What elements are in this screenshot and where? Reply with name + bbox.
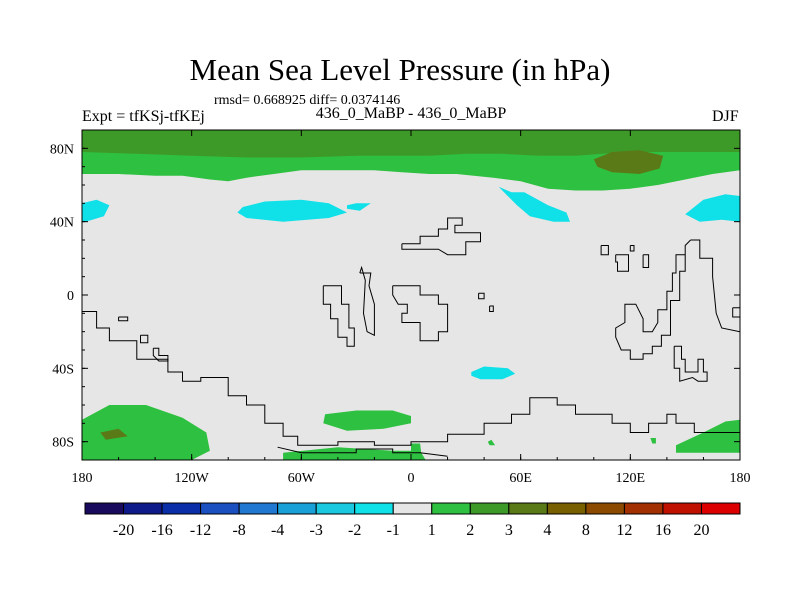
coastline-7 [359,265,375,337]
colorbar-swatch [200,502,240,515]
contour-south-pacific-high [82,405,210,460]
contour-arctic-high [82,130,740,158]
contour-south-pacific-core [100,428,128,440]
coastline-10 [489,305,494,312]
coastline-13 [629,245,635,252]
colorbar-label: 16 [655,522,671,539]
x-tick-label: 0 [408,471,415,486]
colorbar-swatch [392,502,433,515]
contour-pacific-low-west [685,194,740,222]
chart-title: Mean Sea Level Pressure (in hPa) [189,52,611,87]
colorbar-swatch [508,502,548,515]
coastline-5 [152,347,169,362]
x-tick-label: 180 [72,471,93,486]
colorbar-swatch [546,502,587,515]
coastline-4 [140,334,149,344]
contour-atlantic-low [237,199,347,222]
contour-siberian-max [593,150,664,174]
colorbar-swatch [84,502,125,515]
colorbar-swatch [469,502,510,515]
contour-atlantic-low-tail [347,203,371,211]
x-tick-label: 120W [175,471,210,486]
coastline-2 [277,446,448,457]
colorbar-label: -4 [271,522,284,539]
runs-label: 436_0_MaBP - 436_0_MaBP [315,105,507,122]
experiment-label: Expt = tfKSj-tfKEj [82,108,205,125]
y-tick-label: 80S [52,436,74,451]
coastline-11 [600,245,609,256]
coastline-19 [478,292,485,300]
colorbar-label: -16 [151,522,172,539]
contour-south-atlantic-high [323,410,411,431]
stats-label: rmsd= 0.668925 diff= 0.0374146 [214,93,401,108]
colorbar-swatch [585,502,625,515]
colorbar-label: 8 [582,522,590,539]
colorbar-swatch [662,502,702,515]
coastline-17 [673,345,708,382]
y-tick-label: 40N [50,216,74,231]
coastline-15 [690,239,740,333]
contour-indian-low [498,186,570,222]
colorbar-label: -3 [310,522,323,539]
x-tick-label: 60E [509,471,532,486]
colorbar-label: 2 [466,522,474,539]
colorbar-label: 1 [428,522,436,539]
colorbar-swatch [161,502,202,515]
contour-prime-meridian-spot [411,443,422,460]
y-tick-label: 40S [52,362,74,377]
colorbar-swatch [623,502,664,515]
coastline-14 [642,254,650,268]
contour-south-indian-low [471,366,516,380]
colorbar-swatch [238,502,279,515]
x-tick-label: 180 [730,471,751,486]
y-tick-label: 80N [50,142,74,157]
coastline-6 [322,285,355,347]
coastline-1 [82,311,740,446]
colorbar-swatch [431,502,471,515]
contour-indian-ocean-speck [487,439,496,446]
contour-tasman-speck [650,438,656,444]
colorbar-label: 4 [543,522,551,539]
x-tick-label: 120E [616,471,646,486]
colorbar-swatch [277,502,317,515]
colorbar-label: 20 [693,522,709,539]
coastline-16 [615,239,691,360]
y-tick-label: 0 [67,289,74,304]
colorbar-label: -12 [190,522,211,539]
season-label: DJF [712,108,739,125]
colorbar-label: -8 [232,522,245,539]
colorbar-swatch [123,502,163,515]
coastline-12 [615,254,629,272]
colorbar-label: 12 [616,522,632,539]
colorbar-label: -20 [113,522,134,539]
contour-antarctic-strip [283,447,426,460]
contour-pacific-low-east [82,199,110,222]
coastline-3 [118,316,129,322]
x-tick-label: 60W [288,471,316,486]
contour-southern-ocean-east [676,419,740,453]
colorbar-label: -1 [387,522,400,539]
colorbar-swatch [700,502,741,515]
colorbar-label: -2 [348,522,361,539]
colorbar-label: 3 [505,522,513,539]
coastline-8 [392,285,449,342]
coastline-18 [732,307,740,318]
colorbar-swatch [315,502,356,515]
coastline-9 [401,217,481,256]
colorbar-swatch [354,502,394,515]
